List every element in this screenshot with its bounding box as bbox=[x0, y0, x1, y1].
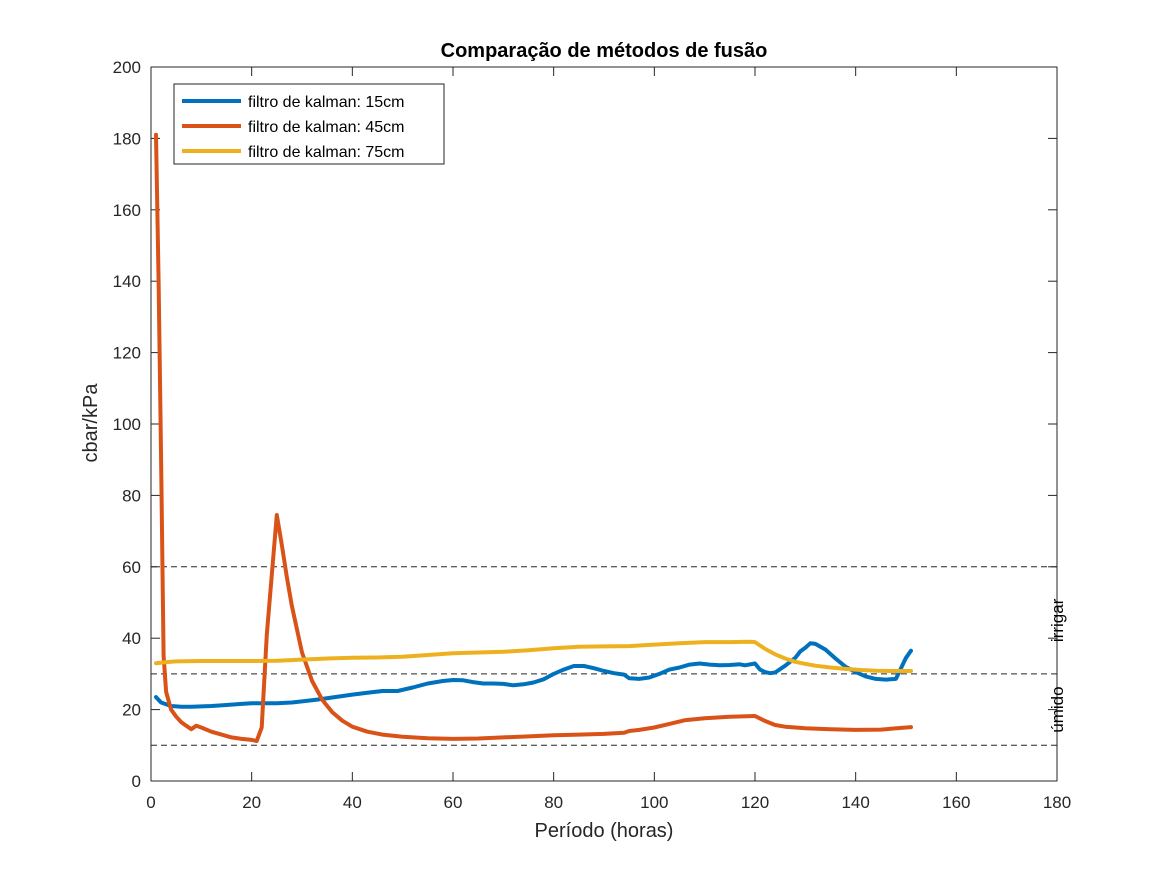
legend-label-3: filtro de kalman: 75cm bbox=[248, 144, 405, 161]
x-tick-label: 60 bbox=[444, 793, 463, 812]
x-tick-label: 140 bbox=[841, 793, 869, 812]
plot-area: 0 20 40 60 80 100 120 140 160 180 0 20 40 60 80 100 120 1… bbox=[113, 58, 1072, 812]
chart-title: Comparação de métodos de fusão bbox=[441, 40, 768, 62]
x-tick-label: 80 bbox=[544, 793, 563, 812]
series-line-3 bbox=[154, 639, 913, 673]
y-tick-label: 60 bbox=[122, 558, 141, 577]
x-tick-label: 20 bbox=[242, 793, 261, 812]
y-tick-label: 100 bbox=[113, 415, 141, 434]
y-tick-label: 0 bbox=[132, 772, 141, 791]
y-tick-label: 20 bbox=[122, 701, 141, 720]
y-axis-label: cbar/kPa bbox=[80, 383, 102, 463]
annotation-irrigar: irrigar bbox=[1048, 598, 1067, 642]
x-tick-label: 40 bbox=[343, 793, 362, 812]
x-tick-label: 180 bbox=[1043, 793, 1071, 812]
x-tick-label: 0 bbox=[146, 793, 155, 812]
y-tick-label: 120 bbox=[113, 344, 141, 363]
x-tick-label: 120 bbox=[741, 793, 769, 812]
x-axis-label: Período (horas) bbox=[535, 820, 674, 842]
y-tick-label: 80 bbox=[122, 486, 141, 505]
legend: filtro de kalman: 15cm filtro de kalman: … bbox=[173, 83, 445, 165]
x-tick-label: 100 bbox=[640, 793, 668, 812]
y-tick-label: 180 bbox=[113, 129, 141, 148]
annotation-úmido: úmido bbox=[1048, 686, 1067, 732]
y-tick-label: 160 bbox=[113, 201, 141, 220]
series-line-2 bbox=[154, 132, 913, 743]
y-tick-label: 40 bbox=[122, 629, 141, 648]
legend-label-2: filtro de kalman: 45cm bbox=[248, 119, 405, 136]
y-tick-label: 200 bbox=[113, 58, 141, 77]
y-tick-label: 140 bbox=[113, 272, 141, 291]
series-line-1 bbox=[154, 641, 913, 709]
legend-label-1: filtro de kalman: 15cm bbox=[248, 94, 405, 111]
x-tick-label: 160 bbox=[942, 793, 970, 812]
